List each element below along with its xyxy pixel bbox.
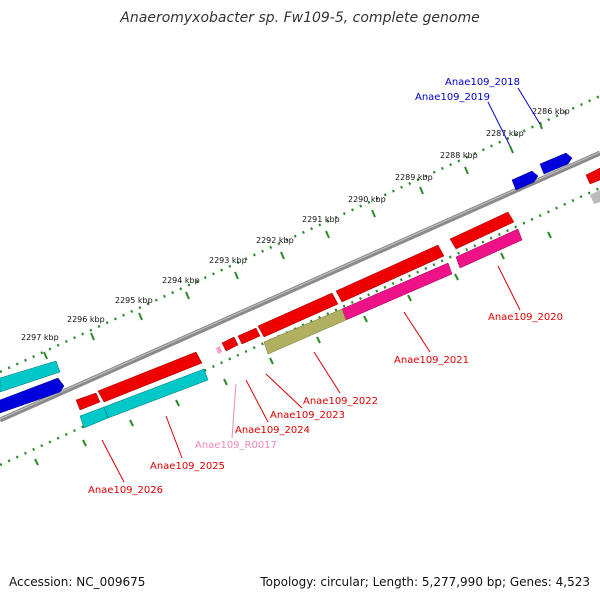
gene-arrow-2020[interactable] [449, 211, 515, 250]
gene-arrow-2021[interactable] [335, 244, 445, 303]
gene-label-2022[interactable]: Anae109_2022 [303, 396, 378, 407]
topology-summary: Topology: circular; Length: 5,277,990 bp… [260, 575, 590, 589]
gene-box-olive[interactable] [263, 308, 347, 355]
gene-arrow-2018[interactable] [539, 152, 573, 175]
scale-label: 2288 kbp [440, 151, 478, 160]
gene-arrow-2019[interactable] [511, 170, 539, 191]
scale-line-lower [0, 186, 600, 467]
gene-arrow-2024[interactable] [221, 336, 239, 352]
gene-label-2020[interactable]: Anae109_2020 [488, 312, 563, 323]
gene-label-R0017[interactable]: Anae109_R0017 [195, 440, 277, 451]
gene-label-2023[interactable]: Anae109_2023 [270, 410, 345, 421]
gene-arrow-edge[interactable] [585, 167, 600, 185]
scale-label: 2287 kbp [486, 129, 524, 138]
gene-arrow-2022[interactable] [257, 292, 339, 338]
gene-arrow-2023[interactable] [237, 327, 261, 345]
accession-text: Accession: NC_009675 [9, 575, 146, 589]
scale-ticks [43, 122, 543, 360]
scale-label: 2289 kbp [395, 173, 433, 182]
gene-arrow-left-cyan[interactable] [0, 360, 61, 393]
gene-label-2018[interactable]: Anae109_2018 [445, 77, 520, 88]
scale-label: 2286 kbp [532, 107, 570, 116]
scale-label: 2294 kbp [162, 276, 200, 285]
scale-label: 2291 kbp [302, 215, 340, 224]
gene-arrow-left-blue[interactable] [0, 377, 65, 414]
scale-labels: 2286 kbp 2287 kbp 2288 kbp 2289 kbp 2290… [21, 107, 570, 342]
gene-arrow-2026[interactable] [75, 392, 101, 411]
gene-arrow-2025[interactable] [97, 351, 203, 403]
gene-label-2026[interactable]: Anae109_2026 [88, 485, 163, 496]
scale-label: 2293 kbp [209, 256, 247, 265]
page-title: Anaeromyxobacter sp. Fw109-5, complete g… [120, 10, 480, 26]
gene-label-2024[interactable]: Anae109_2024 [235, 425, 310, 436]
scale-label: 2295 kbp [115, 296, 153, 305]
gene-box-cyan-left[interactable] [79, 406, 109, 429]
scale-label: 2296 kbp [67, 315, 105, 324]
scale-label: 2297 kbp [21, 333, 59, 342]
scale-line-upper [0, 94, 600, 374]
gene-box-2020-rev[interactable] [455, 228, 523, 269]
genome-backbone [0, 150, 600, 423]
reverse-genes [79, 228, 523, 429]
lower-ticks [34, 231, 552, 466]
gene-arrow-R0017[interactable] [216, 346, 222, 354]
gene-label-2021[interactable]: Anae109_2021 [394, 355, 469, 366]
scale-label: 2292 kbp [256, 236, 294, 245]
gene-label-2025[interactable]: Anae109_2025 [150, 461, 225, 472]
forward-genes [0, 152, 600, 414]
gene-label-2019[interactable]: Anae109_2019 [415, 92, 490, 103]
leader-lines [101, 87, 541, 483]
scale-label: 2290 kbp [348, 195, 386, 204]
